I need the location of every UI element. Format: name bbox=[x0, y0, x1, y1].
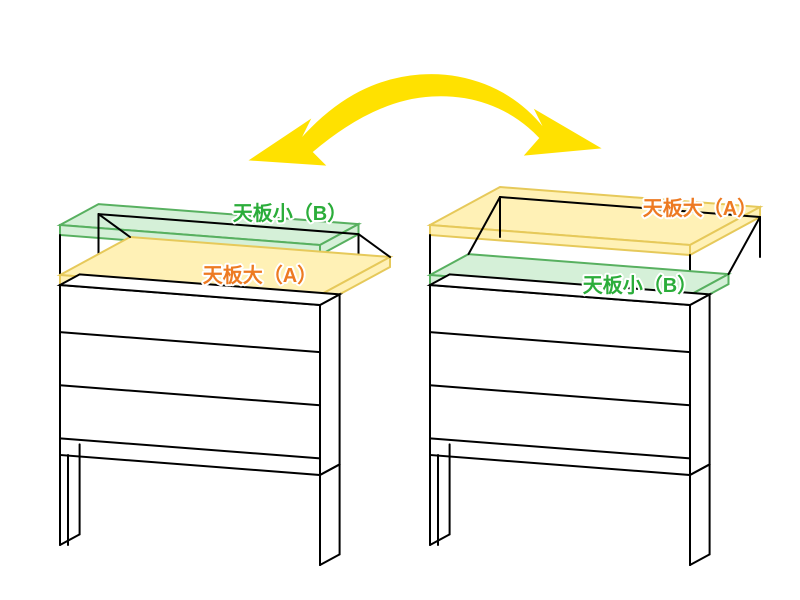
swap-arrow bbox=[250, 75, 600, 165]
desk-front-panel bbox=[60, 285, 320, 475]
diagram-canvas: 天板小（B） 天板大（A） 天板大（A） 天板小（B） bbox=[0, 0, 800, 600]
desk bbox=[60, 204, 390, 565]
label-large_A: 天板大（A） bbox=[643, 196, 757, 220]
label-small_B: 天板小（B） bbox=[583, 273, 697, 297]
label-small_B: 天板小（B） bbox=[233, 201, 347, 225]
label-large_A: 天板大（A） bbox=[203, 263, 317, 287]
desk-front-panel bbox=[430, 285, 690, 475]
desk bbox=[430, 187, 760, 565]
